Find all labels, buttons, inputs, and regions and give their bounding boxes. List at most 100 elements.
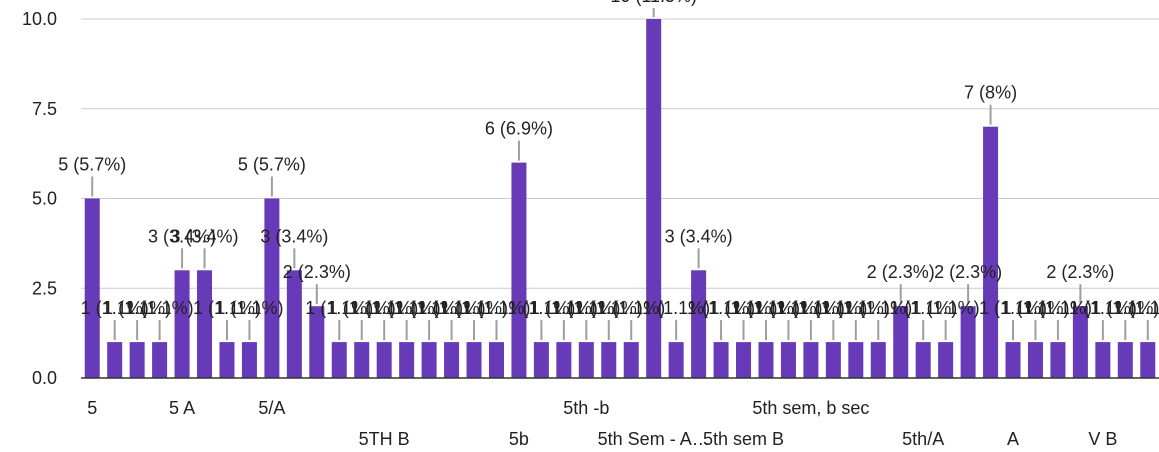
bar [1140,342,1156,378]
bar [466,342,482,378]
data-label: 1 (1.1%) [193,298,261,318]
data-label: 1 (1.1%) [597,298,665,318]
bar [556,342,572,378]
data-label: 1 (1.1%) [126,298,194,318]
bar [668,342,684,378]
data-label: 1 (1.1%) [642,298,710,318]
y-tick-label: 10.0 [22,9,57,29]
data-label: 3 (3.4%) [148,226,216,246]
bar [960,306,976,378]
bar [1050,342,1066,378]
bar [803,342,819,378]
x-tick-label: 5th Sem - A… [598,429,710,449]
y-axis-ticks: 0.0 2.5 5.0 7.5 10.0 [22,9,57,388]
bar [533,342,549,378]
bar [264,198,280,378]
bar [691,270,707,378]
bar [938,342,954,378]
bar [601,342,617,378]
bar [354,342,370,378]
bar [1095,342,1111,378]
data-label: 1 (1.1%) [81,298,149,318]
data-labels: 5 (5.7%)1 (1.1%)1 (1.1%)1 (1.1%)3 (3.4%)… [58,0,1159,318]
data-label: 1 (1.1%) [440,298,508,318]
data-label: 1 (1.1%) [103,298,171,318]
data-label: 1 (1.1%) [552,298,620,318]
bar [825,342,841,378]
data-label: 1 (1.1%) [889,298,957,318]
data-label: 1 (1.1%) [1069,298,1137,318]
bar [129,342,145,378]
data-label: 1 (1.1%) [328,298,396,318]
y-tick-label: 5.0 [32,189,57,209]
bar [444,342,460,378]
data-label: 1 (1.1%) [305,298,373,318]
bar [399,342,415,378]
data-label: 1 (1.1%) [418,298,486,318]
data-label: 3 (3.4%) [171,226,239,246]
data-label: 1 (1.1%) [844,298,912,318]
bar [488,342,504,378]
bar [758,342,774,378]
bar [241,342,257,378]
data-label: 1 (1.1%) [687,298,755,318]
bar [1005,342,1021,378]
bar [197,270,213,378]
data-label: 5 (5.7%) [238,155,306,175]
data-label: 1 (1.1%) [710,298,778,318]
data-label: 1 (1.1%) [462,298,530,318]
x-tick-label: 5/A [258,398,285,418]
x-tick-label: 5 A [169,398,195,418]
bar [1117,342,1133,378]
data-label: 1 (1.1%) [979,298,1047,318]
bar [174,270,190,378]
x-tick-label: 5b [509,429,529,449]
x-tick-label: 5TH B [359,429,410,449]
bar [893,306,909,378]
y-tick-label: 0.0 [32,368,57,388]
y-tick-label: 2.5 [32,278,57,298]
data-label: 1 (1.1%) [754,298,822,318]
bar [848,342,864,378]
data-label: 1 (1.1%) [1091,298,1159,318]
data-label: 3 (3.4%) [665,226,733,246]
bar [309,306,325,378]
bar [578,342,594,378]
data-label: 6 (6.9%) [485,119,553,139]
data-label: 1 (1.1%) [912,298,980,318]
bar [286,270,302,378]
bar [713,342,729,378]
bar [870,342,886,378]
x-tick-label: 5 [87,398,97,418]
data-label: 1 (1.1%) [1024,298,1092,318]
data-label: 5 (5.7%) [58,155,126,175]
data-label: 1 (1.1%) [822,298,890,318]
bar [915,342,931,378]
bar [1072,306,1088,378]
y-tick-label: 7.5 [32,99,57,119]
data-label: 2 (2.3%) [867,262,935,282]
data-label: 2 (2.3%) [934,262,1002,282]
data-label: 1 (1.1%) [777,298,845,318]
bar [623,342,639,378]
bar [331,342,347,378]
bar [983,126,999,378]
data-label: 1 (1.1%) [350,298,418,318]
x-tick-label: V B [1088,429,1117,449]
data-label: 1 (1.1%) [575,298,643,318]
x-tick-label: 5th -b [563,398,609,418]
data-label: 1 (1.1%) [1001,298,1069,318]
x-tick-label: 5th sem B [703,429,784,449]
bar [219,342,235,378]
bar [780,342,796,378]
bar [1027,342,1043,378]
data-label: 1 (1.1%) [215,298,283,318]
x-tick-label: 5th sem, b sec [752,398,869,418]
data-label: 1 (1.1%) [799,298,867,318]
bar [736,342,752,378]
bar [646,19,662,378]
bar [152,342,168,378]
data-label: 1 (1.1%) [395,298,463,318]
bar [376,342,392,378]
